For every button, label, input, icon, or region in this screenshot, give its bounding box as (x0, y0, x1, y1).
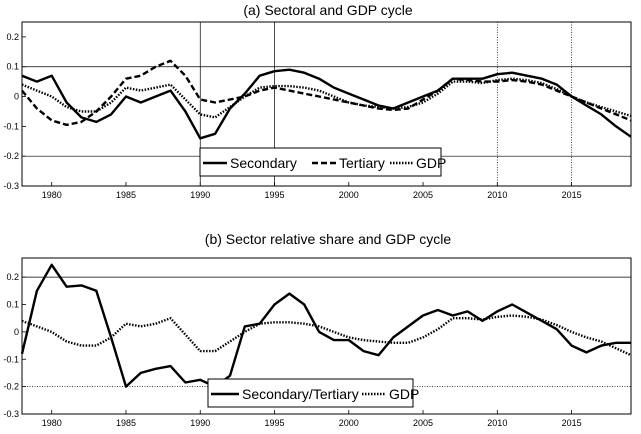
legend-secondary-label: Secondary (230, 155, 297, 171)
panel-b-legend-box (207, 378, 414, 408)
panel-b-x-axis: 1980 1985 1990 1995 2000 2005 2010 2015 (42, 410, 582, 428)
panel-a: (a) Sectoral and GDP cycle -0.3 -0.2 -0.1 0… (3, 2, 632, 200)
panel-a-xtick-label-4: 2000 (339, 190, 359, 200)
panel-a-title: (a) Sectoral and GDP cycle (243, 2, 413, 18)
legend-gdp-label-a: GDP (416, 155, 446, 171)
panel-a-xtick-label-0: 1980 (42, 190, 62, 200)
panel-b-xtick-label-2: 1990 (190, 418, 210, 428)
panel-b-xtick-label-0: 1980 (42, 418, 62, 428)
panel-b-ytick-label-5: 0.2 (6, 272, 19, 282)
panel-a-x-axis: 1980 1985 1990 1995 2000 2005 2010 2015 (42, 182, 582, 200)
panel-b: (b) Sector relative share and GDP cycle … (3, 231, 632, 428)
panel-a-series-tertiary-line (21, 59, 632, 127)
panel-a-xtick-label-5: 2005 (413, 190, 433, 200)
panel-a-series-gdp-line (21, 77, 632, 119)
panel-b-y-axis: -0.3 -0.2 -0.1 0 0.1 0.2 (3, 272, 26, 419)
panel-b-reference-lines (22, 276, 631, 387)
panel-b-xtick-label-3: 1995 (264, 418, 284, 428)
panel-a-y-axis: -0.3 -0.2 -0.1 0 0.1 0.2 (3, 32, 26, 191)
panel-a-ytick-label-4: 0.1 (6, 62, 19, 72)
panel-a-xtick-label-7: 2015 (562, 190, 582, 200)
panel-b-xtick-label-7: 2015 (562, 418, 582, 428)
panel-b-series-secondary-tertiary-line (20, 263, 631, 388)
panel-a-series (21, 59, 632, 140)
panel-a-ytick-label-3: 0 (14, 92, 19, 102)
panel-a-legend: Secondary Tertiary GDP (199, 147, 446, 177)
panel-a-ytick-label-0: -0.3 (3, 181, 19, 191)
panel-b-xtick-label-6: 2010 (487, 418, 507, 428)
legend-tertiary-label: Tertiary (339, 155, 385, 171)
panel-a-xtick-label-6: 2010 (487, 190, 507, 200)
panel-a-xtick-label-1: 1985 (116, 190, 136, 200)
panel-a-ytick-label-1: -0.2 (3, 151, 19, 161)
panel-b-series (20, 263, 632, 388)
panel-a-ytick-label-5: 0.2 (6, 32, 19, 42)
panel-b-plot-frame (21, 257, 632, 415)
panel-b-ytick-label-0: -0.3 (3, 409, 19, 419)
legend-gdp-label-b: GDP (389, 386, 419, 402)
panel-a-xtick-label-2: 1990 (190, 190, 210, 200)
panel-a-ytick-label-2: -0.1 (3, 121, 19, 131)
panel-b-series-gdp-line (21, 314, 632, 357)
panel-b-legend: Secondary/Tertiary GDP (207, 378, 419, 408)
legend-ratio-label: Secondary/Tertiary (242, 386, 359, 402)
panel-a-xtick-label-3: 1995 (264, 190, 284, 200)
panel-a-legend-box (199, 147, 442, 177)
panel-b-ytick-label-3: 0 (14, 327, 19, 337)
panel-b-ytick-label-1: -0.2 (3, 382, 19, 392)
panel-b-xtick-label-1: 1985 (116, 418, 136, 428)
panel-b-ytick-label-2: -0.1 (3, 354, 19, 364)
panel-b-title: (b) Sector relative share and GDP cycle (205, 231, 452, 247)
panel-a-plot-frame (21, 21, 632, 187)
panel-b-xtick-label-4: 2000 (339, 418, 359, 428)
panel-b-xtick-label-5: 2005 (413, 418, 433, 428)
panel-b-ytick-label-4: 0.1 (6, 300, 19, 310)
panel-a-series-secondary-line (21, 68, 632, 140)
